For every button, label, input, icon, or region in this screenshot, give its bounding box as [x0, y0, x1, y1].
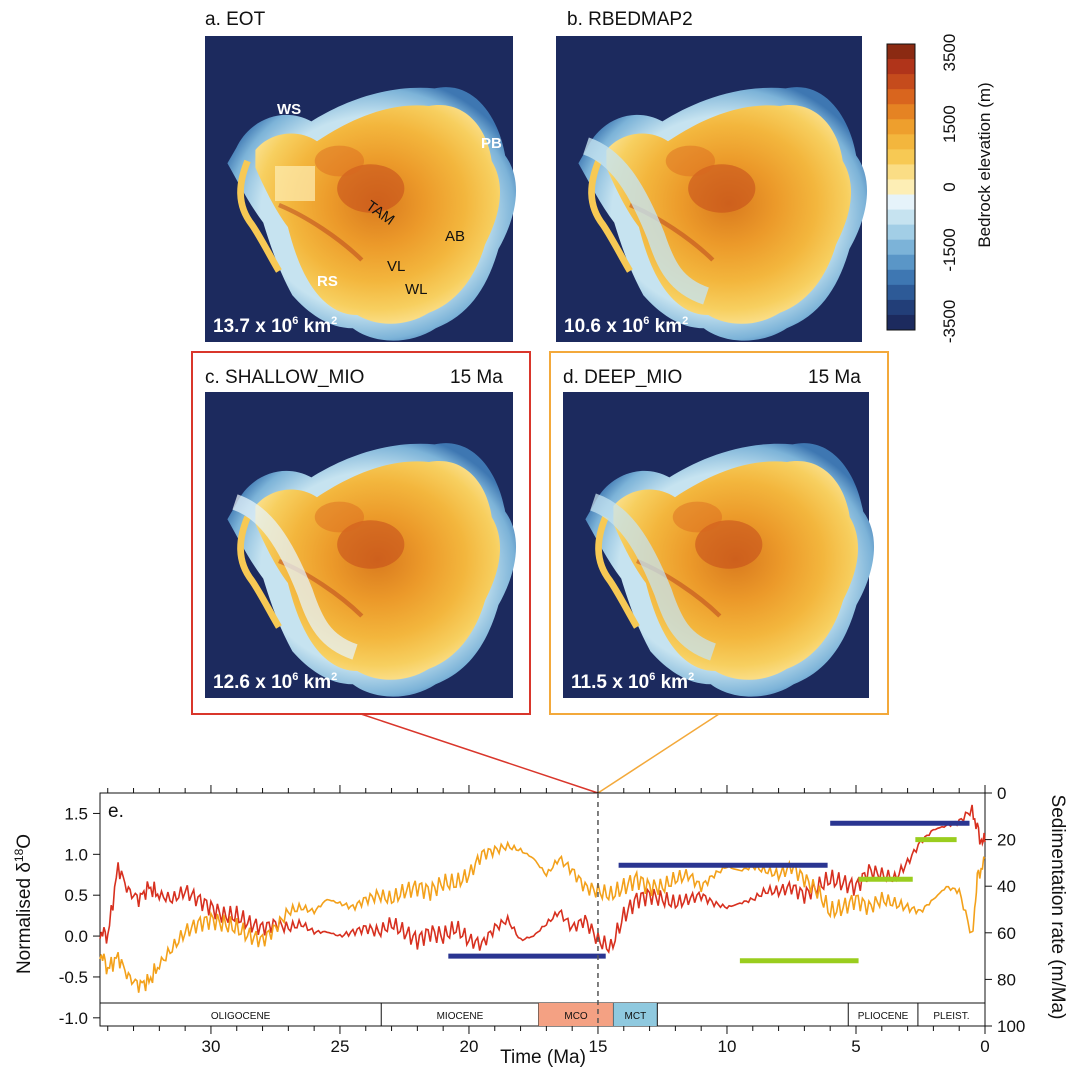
map-age-d: 15 Ma: [808, 367, 861, 388]
y2-axis-title: Sedimentation rate (m/Ma): [1047, 795, 1068, 1020]
area-label-c: 12.6 x 106 km2: [213, 671, 337, 693]
colorbar-tick-label: -3500: [940, 300, 959, 343]
label-ab: AB: [445, 228, 465, 245]
colorbar-title: Bedrock elevation (m): [975, 82, 994, 247]
y2-tick-label: 0: [997, 784, 1006, 803]
epoch-bar: OLIGOCENE MIOCENE MCO MCT PLIOCENE PLEIST.: [100, 1002, 986, 1026]
colorbar-swatch: [887, 44, 915, 60]
x-tick-label: 20: [460, 1037, 479, 1056]
colorbar-swatch: [887, 179, 915, 196]
y2-tick-label: 100: [997, 1017, 1025, 1036]
label-ws: WS: [277, 101, 301, 118]
y-axis-title: Normalised δ18O: [12, 834, 35, 974]
epoch-fill: [613, 1003, 658, 1026]
colorbar-swatch: [887, 239, 915, 256]
series-line: [99, 804, 986, 955]
colorbar-tick-label: 0: [940, 182, 959, 191]
map-title-b: b. RBEDMAP2: [567, 9, 693, 30]
y2-tick-label: 40: [997, 877, 1016, 896]
colorbar-swatch: [887, 224, 915, 241]
connector-c: [360, 713, 599, 794]
colorbar-ticks: 3500 1500 0 -1500 -3500: [940, 34, 959, 343]
y-tick-label: -0.5: [59, 968, 88, 987]
label-vl: VL: [387, 258, 405, 275]
colorbar-swatches: [886, 43, 916, 331]
panel-label-e: e.: [108, 801, 124, 822]
x-tick-label: 30: [201, 1037, 220, 1056]
colorbar-swatch: [887, 134, 915, 150]
colorbar-swatch: [887, 299, 915, 316]
label-wl: WL: [405, 281, 428, 298]
y-tick-label: 1.5: [64, 804, 88, 823]
label-pb: PB: [481, 135, 502, 152]
y-tick-label: 1.0: [64, 845, 88, 864]
colorbar-swatch: [887, 89, 915, 105]
x-tick-label: 10: [718, 1037, 737, 1056]
colorbar-swatch: [887, 59, 915, 75]
area-label-d: 11.5 x 106 km2: [571, 671, 694, 693]
epoch-label: MCO: [564, 1011, 588, 1022]
sedimentation-bars: [448, 820, 970, 964]
colorbar-tick-label: 3500: [940, 34, 959, 72]
area-label-b: 10.6 x 106 km2: [564, 315, 688, 337]
label-rs: RS: [317, 273, 338, 290]
x-tick-label: 15: [589, 1037, 608, 1056]
y-axis: 1.5 1.0 0.5 0.0 -0.5 -1.0: [59, 804, 100, 1028]
map-panel-a: WS PB TAM AB RS VL WL 13.7 x 106 km2: [205, 36, 516, 342]
connector-d: [597, 713, 720, 794]
epoch-fill: [538, 1003, 614, 1026]
series-line: [99, 840, 986, 993]
plot-frame: [99, 792, 986, 1027]
colorbar-swatch: [887, 314, 915, 331]
epoch-label: MIOCENE: [437, 1011, 484, 1022]
colorbar-swatch: [887, 284, 915, 301]
map-panel-d: 11.5 x 106 km2: [563, 392, 874, 698]
epoch-label: PLIOCENE: [858, 1011, 909, 1022]
colorbar-swatch: [887, 119, 915, 135]
epoch-label: PLEIST.: [933, 1011, 969, 1022]
colorbar-swatch: [887, 104, 915, 120]
colorbar-swatch: [887, 164, 915, 180]
y-tick-label: 0.5: [64, 886, 88, 905]
map-panel-b: 10.6 x 106 km2: [556, 36, 867, 342]
y2-axis: 0 20 40 60 80 100: [985, 784, 1025, 1036]
x-tick-label: 5: [851, 1037, 860, 1056]
y-tick-label: 0.0: [64, 927, 88, 946]
series-group: [99, 804, 986, 993]
map-age-c: 15 Ma: [450, 367, 503, 388]
area-label-a: 13.7 x 106 km2: [213, 315, 337, 337]
epoch-label: OLIGOCENE: [211, 1011, 271, 1022]
epoch-label: MCT: [625, 1011, 647, 1022]
y-tick-label: -1.0: [59, 1009, 88, 1028]
y2-tick-label: 80: [997, 970, 1016, 989]
map-title-c: c. SHALLOW_MIO: [205, 367, 364, 388]
chart-panel-e: OLIGOCENE MIOCENE MCO MCT PLIOCENE PLEIST. 30…: [12, 784, 1068, 1068]
colorbar-tick-label: -1500: [940, 228, 959, 271]
colorbar-tick-label: 1500: [940, 105, 959, 143]
colorbar: 3500 1500 0 -1500 -3500 Bedrock elevation (m…: [886, 34, 994, 343]
colorbar-swatch: [887, 74, 915, 90]
map-title-a: a. EOT: [205, 9, 266, 30]
colorbar-swatch: [887, 209, 915, 226]
x-axis: 30 25 20 15 10 5 0: [107, 785, 990, 1056]
map-panel-c: 12.6 x 106 km2: [205, 392, 516, 698]
colorbar-swatch: [887, 149, 915, 165]
colorbar-swatch: [887, 254, 915, 271]
map-title-d: d. DEEP_MIO: [563, 367, 682, 388]
colorbar-swatch: [887, 269, 915, 286]
y2-tick-label: 60: [997, 924, 1016, 943]
colorbar-outline: [886, 43, 916, 331]
x-tick-label: 25: [330, 1037, 349, 1056]
x-tick-label: 0: [980, 1037, 989, 1056]
y2-tick-label: 20: [997, 831, 1016, 850]
colorbar-swatch: [887, 194, 915, 211]
x-axis-title: Time (Ma): [500, 1047, 586, 1068]
